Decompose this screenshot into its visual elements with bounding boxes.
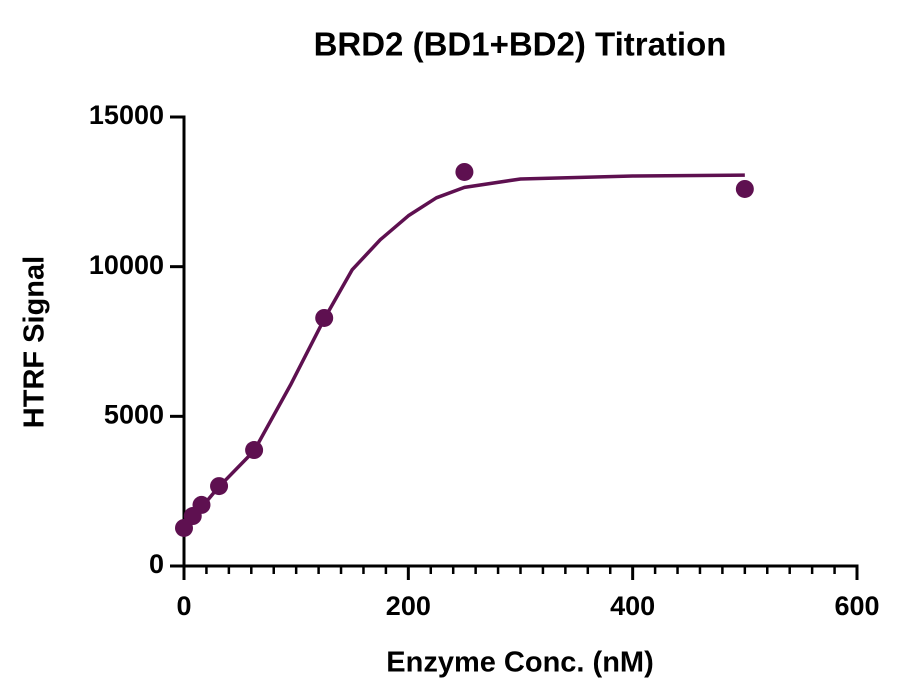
y-tick-label: 0	[149, 549, 164, 579]
y-tick-label: 10000	[89, 250, 164, 280]
y-axis-label: HTRF Signal	[19, 256, 51, 428]
data-point	[192, 495, 211, 514]
x-axis-label: Enzyme Conc. (nM)	[386, 647, 653, 679]
data-point	[455, 162, 474, 181]
y-tick-label: 5000	[104, 399, 164, 429]
y-tick-label: 15000	[89, 100, 164, 130]
chart-title: BRD2 (BD1+BD2) Titration	[314, 26, 727, 63]
x-tick-label: 200	[386, 591, 431, 621]
data-point	[315, 308, 334, 327]
x-tick-label: 600	[834, 591, 879, 621]
x-tick-label: 400	[610, 591, 655, 621]
data-point	[210, 477, 229, 496]
fit-curve	[182, 173, 745, 530]
data-point	[735, 179, 754, 198]
x-tick-label: 0	[176, 591, 191, 621]
data-point	[245, 441, 264, 460]
